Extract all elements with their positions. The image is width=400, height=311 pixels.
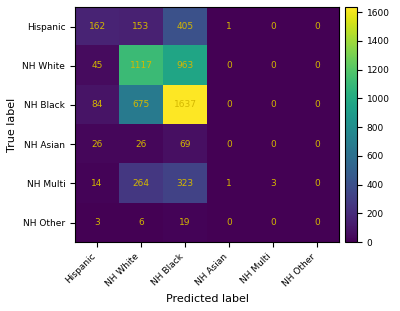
Text: 14: 14 <box>92 179 103 188</box>
Text: 0: 0 <box>314 179 320 188</box>
Text: 0: 0 <box>270 61 276 70</box>
Text: 405: 405 <box>176 22 194 31</box>
Text: 0: 0 <box>314 218 320 227</box>
Text: 26: 26 <box>135 140 147 149</box>
Text: 6: 6 <box>138 218 144 227</box>
Y-axis label: True label: True label <box>7 97 17 152</box>
Text: 0: 0 <box>226 100 232 109</box>
Text: 45: 45 <box>92 61 103 70</box>
Text: 0: 0 <box>270 218 276 227</box>
Text: 84: 84 <box>92 100 103 109</box>
Text: 963: 963 <box>176 61 194 70</box>
Text: 323: 323 <box>176 179 194 188</box>
Text: 0: 0 <box>314 61 320 70</box>
Text: 0: 0 <box>314 100 320 109</box>
Text: 264: 264 <box>132 179 150 188</box>
Text: 0: 0 <box>226 61 232 70</box>
Text: 1637: 1637 <box>174 100 196 109</box>
Text: 0: 0 <box>226 218 232 227</box>
Text: 3: 3 <box>270 179 276 188</box>
Text: 0: 0 <box>314 140 320 149</box>
Text: 1: 1 <box>226 22 232 31</box>
Text: 153: 153 <box>132 22 150 31</box>
Text: 0: 0 <box>314 22 320 31</box>
Text: 69: 69 <box>179 140 191 149</box>
Text: 0: 0 <box>270 22 276 31</box>
Text: 162: 162 <box>88 22 106 31</box>
Text: 3: 3 <box>94 218 100 227</box>
Text: 675: 675 <box>132 100 150 109</box>
Text: 1117: 1117 <box>130 61 152 70</box>
Text: 1: 1 <box>226 179 232 188</box>
Text: 26: 26 <box>92 140 103 149</box>
Text: 0: 0 <box>226 140 232 149</box>
X-axis label: Predicted label: Predicted label <box>166 294 248 304</box>
Text: 0: 0 <box>270 100 276 109</box>
Text: 19: 19 <box>179 218 191 227</box>
Text: 0: 0 <box>270 140 276 149</box>
